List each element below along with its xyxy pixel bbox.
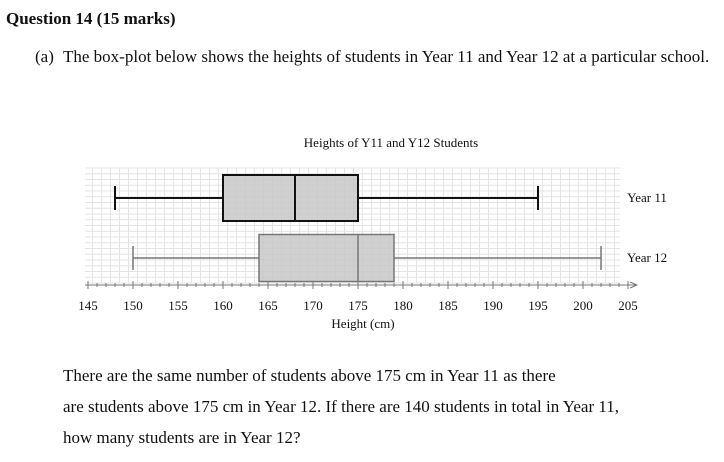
box-plots [114,174,602,283]
box-plot-year-11 [114,174,539,222]
x-tick-label: 180 [393,298,413,313]
x-axis [85,281,639,289]
box-iqr [258,233,395,283]
series-label: Year 11 [627,190,667,205]
box-plot-year-12 [132,233,602,283]
x-tick-label: 185 [438,298,458,313]
x-tick-label: 165 [258,298,278,313]
x-tick-label: 145 [78,298,98,313]
question-heading: Question 14 (15 marks) [6,9,176,28]
part-a: (a) The box-plot below shows the heights… [35,45,720,69]
part-label: (a) [35,47,54,66]
question-line-3: how many students are in Year 12? [63,428,301,447]
chart-title: Heights of Y11 and Y12 Students [304,135,478,150]
x-tick-label: 160 [213,298,233,313]
x-tick-labels: 145 150 155 160 165 170 175 180 185 190 195 200 205 [78,298,638,313]
x-tick-label: 175 [348,298,368,313]
x-tick-label: 170 [303,298,323,313]
x-tick-label: 205 [618,298,638,313]
part-text: The box-plot below shows the heights of … [63,47,710,66]
question-line-2: are students above 175 cm in Year 12. If… [63,397,620,416]
question-line-1: There are the same number of students ab… [63,366,556,385]
x-tick-label: 150 [123,298,143,313]
x-tick-label: 195 [528,298,548,313]
series-label: Year 12 [627,250,667,265]
x-tick-label: 200 [573,298,593,313]
box-plot-chart: Heights of Y11 and Y12 Students 145 150 15… [78,135,667,331]
box-iqr [222,174,359,222]
series-labels: Year 11 Year 12 [627,190,667,265]
x-axis-label: Height (cm) [331,316,394,331]
question-body: There are the same number of students ab… [63,360,703,453]
x-axis-arrowhead [629,281,639,289]
x-tick-label: 155 [168,298,188,313]
x-tick-label: 190 [483,298,503,313]
